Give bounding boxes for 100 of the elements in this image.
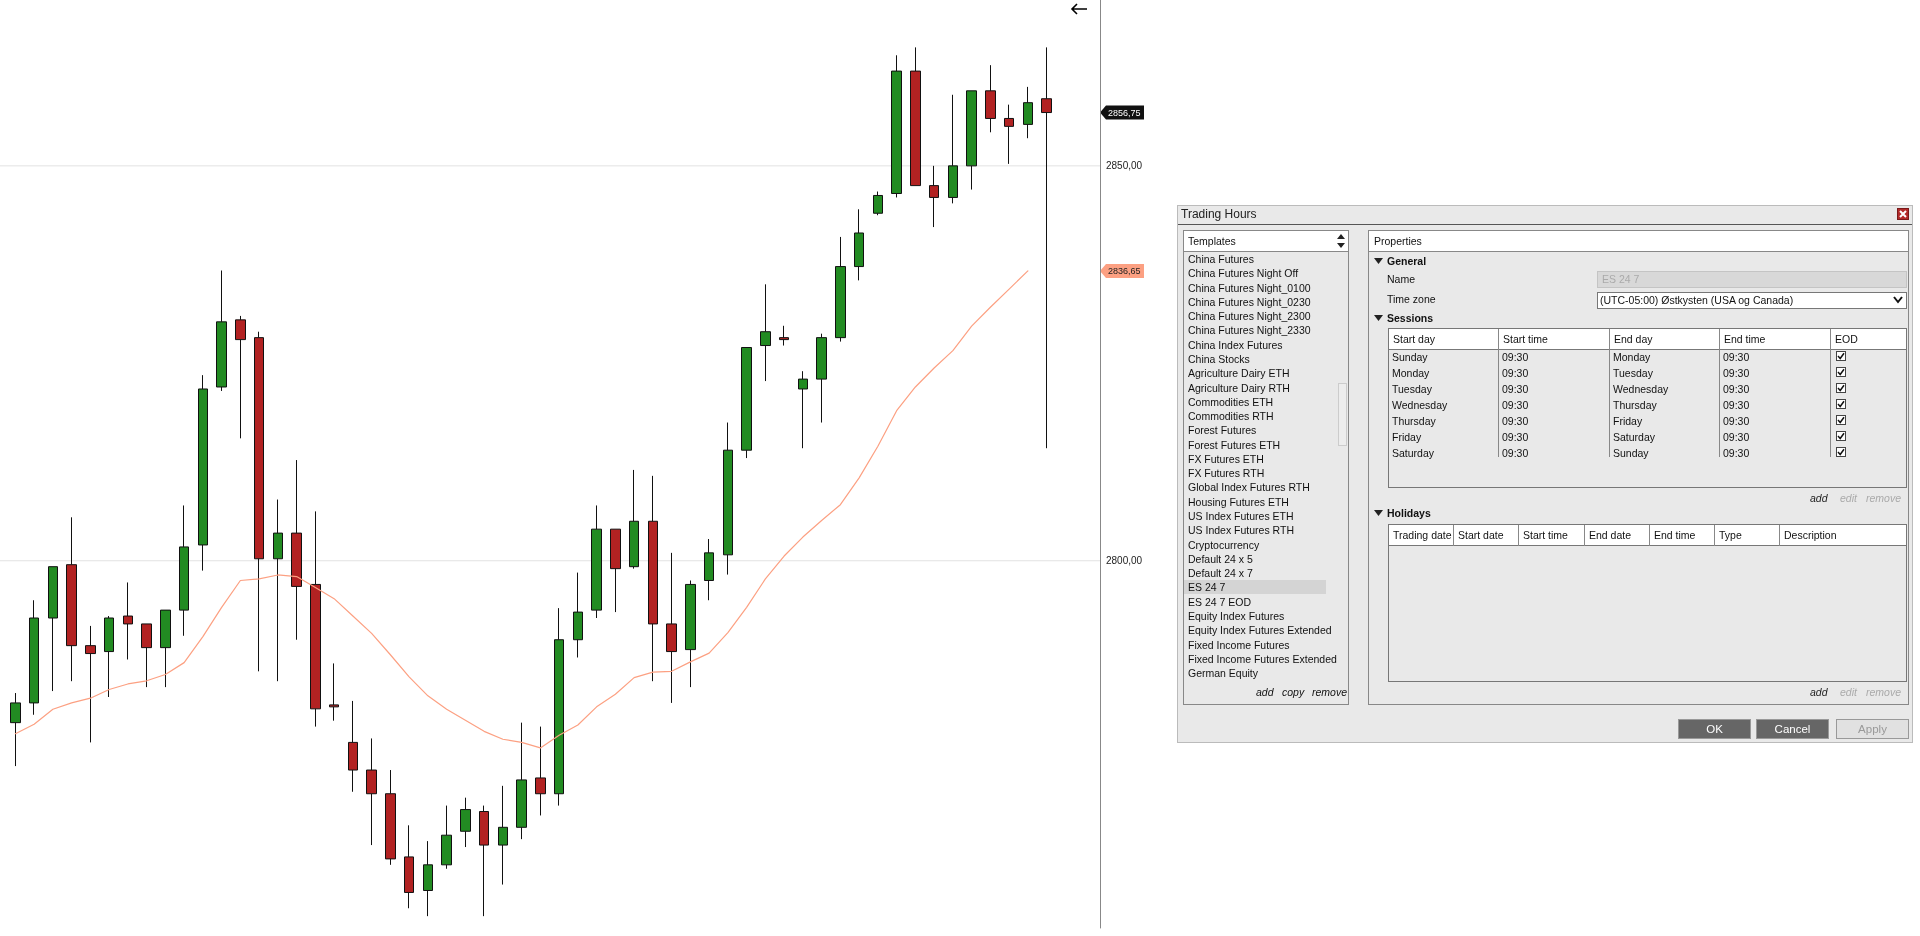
candlestick [291,459,302,641]
candlestick [910,46,921,187]
text: Tuesday [1392,382,1432,396]
text: Wednesday [1613,382,1669,396]
text: Tuesday [1613,366,1653,380]
candlestick [10,692,21,767]
candlestick [48,566,58,692]
y-tick-label: 2800,00 [1106,555,1143,567]
text: Monday [1613,350,1651,364]
text: Cancel [1756,722,1829,736]
candlestick [929,165,939,228]
text: Saturday [1392,446,1435,460]
candlestick [985,64,996,133]
candlestick [704,538,714,601]
text: 09:30 [1502,430,1529,444]
text: Fixed Income Futures Extended [1188,651,1337,666]
text: 09:30 [1723,366,1750,380]
text: Start time [1503,332,1548,346]
candlestick [273,499,283,682]
text: remove [1866,685,1902,699]
text: 2836,65 [1108,265,1141,276]
candlestick [66,516,77,682]
text: Sunday [1392,350,1428,364]
candlestick [385,769,396,866]
text: Equity Index Futures [1188,609,1285,623]
candlestick [104,615,114,698]
text: Templates [1188,234,1236,248]
text: 09:30 [1502,414,1529,428]
candlestick [835,236,846,343]
candlestick [966,90,977,191]
candlestick [254,331,264,672]
candlestick [460,797,471,848]
text: Thursday [1392,414,1436,428]
text: remove [1866,491,1902,505]
text: Name [1387,272,1416,286]
text: EOD [1835,332,1858,346]
text: add [1810,685,1828,699]
text: Start time [1523,528,1568,542]
candlestick [123,581,133,660]
candlestick [685,579,696,688]
text: End time [1724,332,1766,346]
candlestick [779,325,789,347]
text: Trading Hours [1181,207,1257,221]
text: FX Futures ETH [1188,451,1264,466]
candlestick [854,208,864,281]
candlestick [723,422,733,576]
candlestick [29,599,39,716]
text: Friday [1613,414,1643,428]
text: (UTC-05:00) Østkysten (USA og Canada) [1600,293,1794,307]
text: Housing Futures ETH [1188,494,1289,509]
text: Thursday [1613,398,1657,412]
text: Default 24 x 5 [1188,551,1253,566]
candlestick [873,191,883,216]
text: add [1810,491,1828,505]
text: Commodities ETH [1188,394,1274,409]
candlestick [741,347,752,459]
text: Cryptocurrency [1188,537,1260,552]
candlestick [891,54,902,198]
text: China Index Futures [1188,337,1283,352]
text: Friday [1392,430,1422,444]
candlestick [366,737,377,846]
candlestick [160,609,171,688]
candlestick [948,94,958,204]
candlestick [235,315,246,439]
candlestick [404,824,414,909]
text: OK [1678,722,1751,736]
text: ES 24 7 EOD [1188,594,1252,609]
text: US Index Futures ETH [1188,509,1294,524]
text: Forest Futures ETH [1188,437,1281,452]
text: China Futures Night Off [1188,266,1299,281]
line-series [14,270,1029,749]
candlestick [348,700,358,793]
text: Fixed Income Futures [1188,637,1290,652]
candlestick [760,283,771,382]
text: Global Index Futures RTH [1188,480,1310,495]
text: Apply [1836,722,1909,736]
text: 09:30 [1502,350,1529,364]
text: Properties [1374,234,1422,248]
text: Type [1719,528,1742,542]
text: Sessions [1387,311,1434,325]
candlestick [554,607,564,807]
text: China Futures [1188,252,1254,266]
text: FX Futures RTH [1188,466,1265,481]
text: add [1256,685,1274,699]
candlestick [816,333,827,424]
y-tick-label: 2850,00 [1106,160,1143,172]
text: Wednesday [1392,398,1448,412]
candlestick [310,510,321,728]
text: 2856,75 [1108,107,1141,118]
text: End date [1589,528,1632,542]
text: edit [1840,491,1857,505]
text: China Futures Night_2330 [1188,323,1311,338]
candlestick [85,625,96,743]
candlestick [666,552,677,704]
text: Start date [1458,528,1504,542]
text: Trading date [1393,528,1452,542]
text: Commodities RTH [1188,409,1274,424]
candlestick [441,805,452,870]
text: 09:30 [1502,382,1529,396]
text: 09:30 [1723,382,1750,396]
